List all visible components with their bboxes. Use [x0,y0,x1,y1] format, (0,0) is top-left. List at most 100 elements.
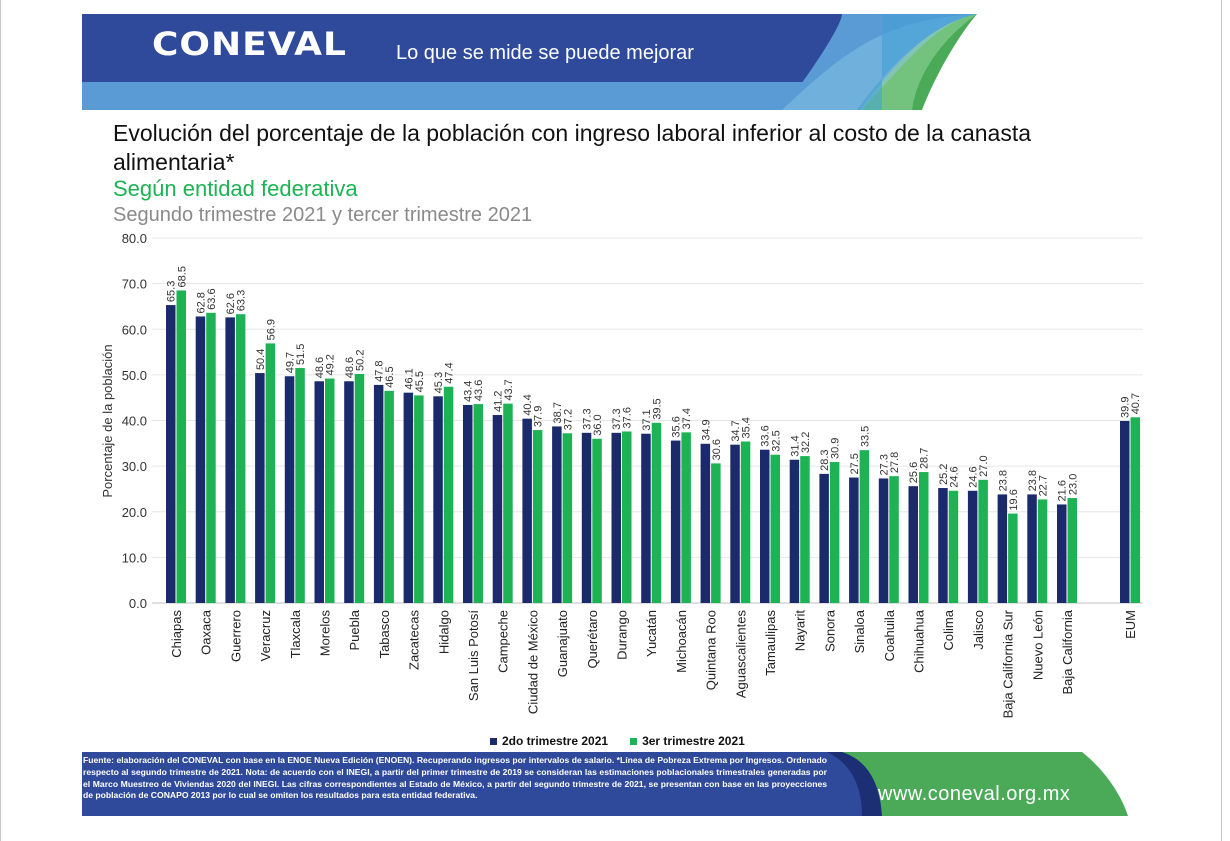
bar-2 [829,462,840,603]
value-label: 39.9 [1120,397,1132,418]
bar-2 [265,343,276,603]
value-label: 27.5 [849,453,861,474]
x-tick-label: Nuevo León [1030,610,1045,680]
x-tick-label: Quintana Roo [704,610,719,690]
value-label: 35.6 [671,416,683,437]
value-label: 27.8 [889,452,901,473]
value-label: 34.9 [700,419,712,440]
y-tick-label: 70.0 [122,277,147,292]
value-label: 46.5 [384,366,396,387]
bar-1 [789,459,800,603]
value-label: 46.1 [403,368,415,389]
bar-1 [314,381,324,603]
value-label: 23.8 [997,470,1009,491]
value-label: 49.2 [325,354,337,375]
y-axis-ticks: 0.0 10.0 20.0 30.0 40.0 50.0 60.0 70.0 80.0 [122,231,147,611]
bar-2 [622,431,632,603]
x-tick-label: Aguascalientes [733,610,748,699]
footer-url-link[interactable]: www.coneval.org.mx [878,783,1071,805]
value-label: 50.2 [354,350,366,371]
value-label: 37.6 [622,407,634,428]
bar-1 [255,373,265,603]
x-tick-label: EUM [1123,610,1138,639]
legend-swatch-series-1 [490,737,497,745]
bar-2 [770,454,780,603]
value-label: 28.7 [919,448,931,469]
bar-1 [967,490,978,603]
value-label: 68.5 [176,266,188,287]
value-label: 23.8 [1027,470,1039,491]
value-label: 33.5 [859,426,871,447]
bar-2 [176,290,186,603]
value-label: 40.4 [522,394,534,415]
bar-2 [235,314,246,603]
bar-1 [1057,504,1067,603]
x-tick-label: Veracruz [258,610,273,661]
chart-bars [166,290,1140,603]
x-axis-labels: Chiapas Oaxaca Guerrero Veracruz Tlaxcala Mor… [169,609,1138,718]
bar-1 [760,449,770,603]
footer-source-note: Fuente: elaboración del CONEVAL con base… [83,755,827,801]
x-tick-label: Morelos [318,610,333,657]
chart-subtitle: Según entidad federativa [113,176,358,201]
bar-1 [997,494,1008,603]
value-label: 43.7 [503,379,515,400]
x-tick-label: Querétaro [585,610,600,669]
bar-2 [354,373,365,603]
value-label: 45.5 [414,371,426,392]
x-tick-label: Puebla [347,609,362,650]
bar-2 [740,441,751,603]
chart-period: Segundo trimestre 2021 y tercer trimestr… [113,204,533,226]
x-tick-label: Chiapas [169,610,184,658]
bar-1 [1027,494,1037,603]
legend-label-series-1: 2do trimestre 2021 [502,734,609,748]
value-label: 62.8 [195,292,207,313]
x-tick-label: San Luis Potosí [466,610,481,701]
value-label: 34.7 [730,420,742,441]
x-tick-label: Guanajuato [555,610,570,677]
bar-1 [463,404,473,603]
value-label: 25.2 [938,464,950,485]
value-label: 62.6 [225,293,237,314]
value-label: 48.6 [344,357,356,378]
bar-2 [948,490,959,603]
value-label: 37.3 [582,408,594,429]
value-label: 33.6 [760,425,772,446]
coneval-logo: CONEVAL [152,26,347,63]
chart-value-labels: 65.368.5 62.863.6 62.663.3 50.4 56.9 49.751.5… [166,266,1143,511]
value-label: 22.7 [1038,475,1050,496]
bar-2 [1067,498,1077,603]
bar-2 [978,479,988,603]
bar-1 [878,478,889,603]
bar-2 [532,430,543,603]
y-tick-label: 20.0 [122,505,147,520]
legend-label-series-2: 3er trimestre 2021 [642,734,745,748]
value-label: 35.4 [741,417,753,438]
value-label: 47.8 [374,360,386,381]
x-tick-label: Sonora [822,609,837,652]
value-label: 37.2 [562,409,574,430]
x-tick-label: Oaxaca [199,609,214,655]
value-label: 25.6 [908,462,920,483]
value-label: 43.4 [463,381,475,402]
frame-right-line [1221,0,1222,841]
value-label: 37.3 [611,408,623,429]
value-label: 36.0 [592,414,604,435]
x-tick-label: Hidalgo [436,610,451,654]
y-tick-label: 0.0 [129,596,147,611]
y-tick-label: 60.0 [122,322,147,337]
value-label: 63.3 [236,290,248,311]
bar-1 [730,444,740,603]
value-label: 37.1 [641,409,653,430]
value-label: 21.6 [1057,480,1069,501]
x-tick-label: Coahuila [882,609,897,661]
value-label: 43.6 [473,380,485,401]
value-label: 32.5 [770,430,782,451]
value-label: 50.4 [255,349,267,370]
value-label: 56.9 [265,319,277,340]
x-tick-label: Tabasco [377,610,392,658]
bar-1 [908,486,918,603]
bar-2 [1008,513,1018,603]
value-label: 51.5 [295,344,307,365]
x-tick-label: Sinaloa [852,609,867,653]
